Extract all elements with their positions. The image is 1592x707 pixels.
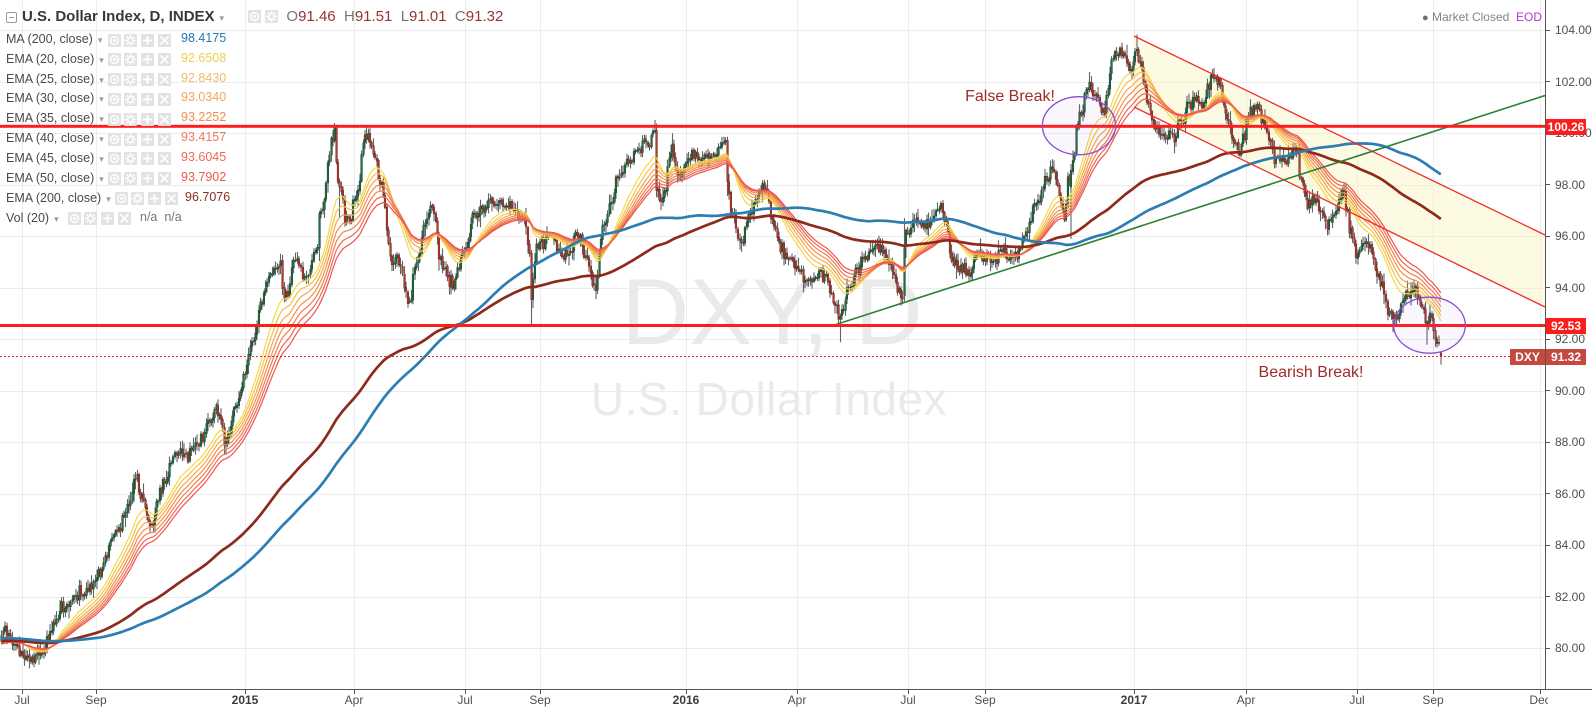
svg-text:DXY, D: DXY, D [621,259,922,364]
svg-text:False Break!: False Break! [965,88,1055,105]
svg-text:Bearish Break!: Bearish Break! [1259,364,1364,381]
svg-text:U.S. Dollar Index: U.S. Dollar Index [591,373,947,425]
